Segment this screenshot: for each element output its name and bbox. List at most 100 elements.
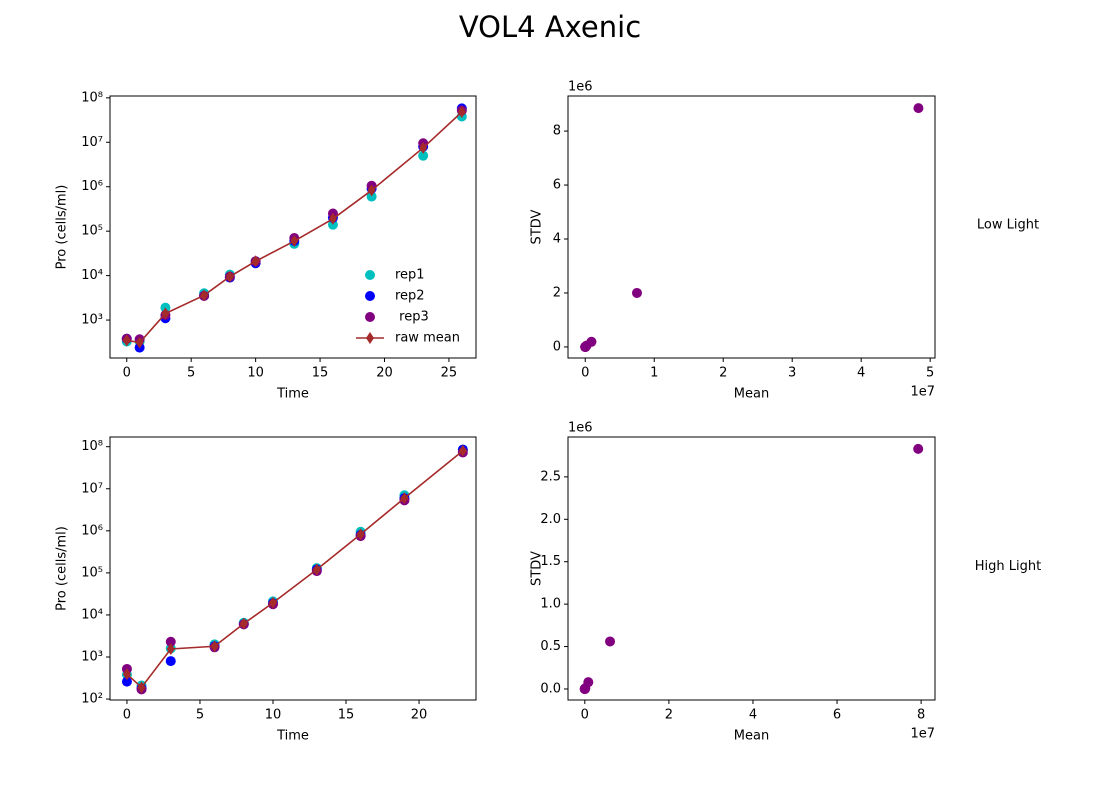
y-axis-label: STDV [530,551,545,586]
mean-marker [356,528,365,541]
point [605,636,616,647]
mean-marker [137,681,146,694]
mean-marker [210,640,219,653]
y-tick-label: 1.5 [540,554,561,569]
axes-frame [109,436,477,701]
x-tick-label: 8 [917,708,925,723]
point [165,636,176,647]
y-offset-label: 1e6 [568,80,593,95]
legend-label: raw mean [395,331,460,346]
axes-frame [109,95,477,359]
legend-label: rep3 [395,310,429,325]
mean-line [126,450,464,689]
y-tick-label: 0.0 [540,681,561,696]
x-tick-label: 25 [441,366,458,381]
x-offset-label: 1e7 [910,727,935,742]
x-tick-label: 5 [187,366,195,381]
mean-marker [122,334,131,347]
mean-marker [239,617,248,630]
y-tick-label: 10⁸ [81,439,103,454]
point [586,336,597,347]
x-tick-label: 6 [833,708,841,723]
x-tick-label: 2 [719,366,727,381]
mean-marker [268,596,277,609]
x-tick-label: 0 [581,708,589,723]
legend-marker [365,312,375,322]
x-tick-label: 3 [788,366,796,381]
x-axis-label: Time [276,387,309,402]
point [631,287,642,298]
mean-marker [367,184,376,197]
point [913,443,924,454]
mean-marker [328,212,337,225]
x-tick-label: 20 [411,708,428,723]
x-tick-label: 5 [196,708,204,723]
x-tick-label: 0 [123,708,131,723]
y-tick-label: 8 [553,124,561,139]
annotation: Low Light [977,218,1039,233]
x-tick-label: 4 [749,708,757,723]
mean-marker [135,336,144,349]
y-tick-label: 2.5 [540,469,561,484]
legend-marker [366,332,374,344]
y-axis-label: Pro (cells/ml) [55,526,70,611]
y-axis-label: STDV [530,209,545,244]
y-offset-label: 1e6 [568,421,593,436]
x-tick-label: 0 [581,366,589,381]
x-tick-label: 0 [123,366,131,381]
x-tick-label: 5 [926,366,934,381]
x-tick-label: 20 [376,366,393,381]
x-axis-label: Time [276,729,309,744]
legend-marker [365,291,375,301]
y-tick-label: 10³ [81,313,103,328]
mean-marker [400,492,409,505]
point [366,191,377,202]
legend-marker [365,270,375,280]
mean-marker [312,563,321,576]
point [418,150,429,161]
y-tick-label: 4 [553,232,561,247]
y-tick-label: 2.0 [540,512,561,527]
x-offset-label: 1e7 [910,385,935,400]
y-tick-label: 6 [553,178,561,193]
y-axis-label: Pro (cells/ml) [55,185,70,270]
y-tick-label: 10⁴ [81,268,103,283]
axes-frame [567,95,936,359]
x-tick-label: 10 [247,366,264,381]
legend-label: rep2 [395,289,425,304]
mean-marker [457,106,466,119]
annotation: High Light [975,559,1041,574]
x-tick-label: 10 [265,708,282,723]
y-tick-label: 10⁴ [81,607,103,622]
y-tick-label: 0 [553,339,561,354]
y-tick-label: 10⁷ [81,135,103,150]
point [913,103,924,114]
mean-marker [419,141,428,154]
y-tick-label: 1.0 [540,597,561,612]
mean-marker [225,270,234,283]
y-tick-label: 0.5 [540,639,561,654]
mean-marker [161,307,170,320]
x-axis-label: Mean [734,387,769,402]
x-tick-label: 4 [857,366,865,381]
y-tick-label: 10⁸ [81,90,103,105]
mean-marker [290,235,299,248]
mean-marker [458,444,467,457]
y-tick-label: 2 [553,285,561,300]
figure-title: VOL4 Axenic [459,10,641,44]
y-tick-label: 10⁵ [81,565,103,580]
x-tick-label: 15 [312,366,329,381]
point [121,676,132,687]
point [583,677,594,688]
mean-marker [200,289,209,302]
mean-marker [166,642,175,655]
x-axis-label: Mean [734,729,769,744]
y-tick-label: 10² [81,692,103,707]
y-tick-label: 10⁷ [81,481,103,496]
x-tick-label: 15 [338,708,355,723]
point [165,656,176,667]
y-tick-label: 10³ [81,650,103,665]
x-tick-label: 2 [665,708,673,723]
